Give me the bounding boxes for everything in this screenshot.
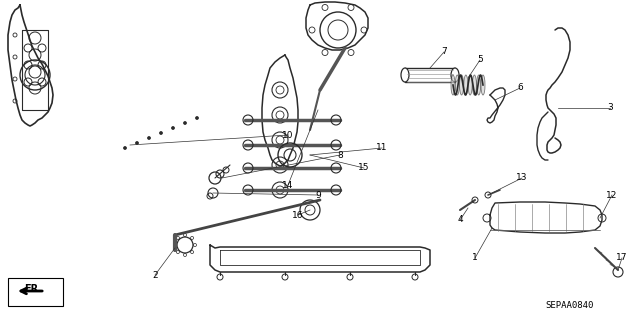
Text: 16: 16	[292, 211, 304, 219]
Ellipse shape	[464, 75, 468, 95]
Text: 5: 5	[477, 56, 483, 64]
Ellipse shape	[481, 75, 485, 95]
Text: 15: 15	[358, 164, 370, 173]
Circle shape	[184, 122, 186, 124]
Text: 1: 1	[472, 254, 478, 263]
Text: 11: 11	[376, 144, 388, 152]
Circle shape	[172, 127, 175, 130]
Text: SEPAA0840: SEPAA0840	[546, 300, 594, 309]
Text: 9: 9	[315, 190, 321, 199]
Ellipse shape	[477, 75, 481, 95]
Text: 13: 13	[516, 174, 528, 182]
Text: 14: 14	[282, 181, 294, 189]
Ellipse shape	[468, 75, 472, 95]
Ellipse shape	[472, 75, 476, 95]
Text: 3: 3	[607, 103, 613, 113]
Ellipse shape	[460, 75, 463, 95]
Bar	[8, 278, 63, 306]
Text: 17: 17	[616, 254, 628, 263]
Text: 12: 12	[606, 190, 618, 199]
Text: FR.: FR.	[24, 284, 42, 294]
Text: 2: 2	[152, 271, 158, 279]
Text: 10: 10	[282, 130, 294, 139]
Ellipse shape	[455, 75, 460, 95]
Ellipse shape	[401, 68, 409, 82]
Circle shape	[159, 131, 163, 135]
Text: 7: 7	[441, 48, 447, 56]
Text: 8: 8	[337, 151, 343, 160]
Ellipse shape	[451, 68, 459, 82]
Circle shape	[136, 142, 138, 145]
Circle shape	[195, 116, 198, 120]
Text: 4: 4	[457, 216, 463, 225]
Ellipse shape	[451, 75, 455, 95]
Circle shape	[147, 137, 150, 139]
Circle shape	[124, 146, 127, 150]
Text: 6: 6	[517, 84, 523, 93]
